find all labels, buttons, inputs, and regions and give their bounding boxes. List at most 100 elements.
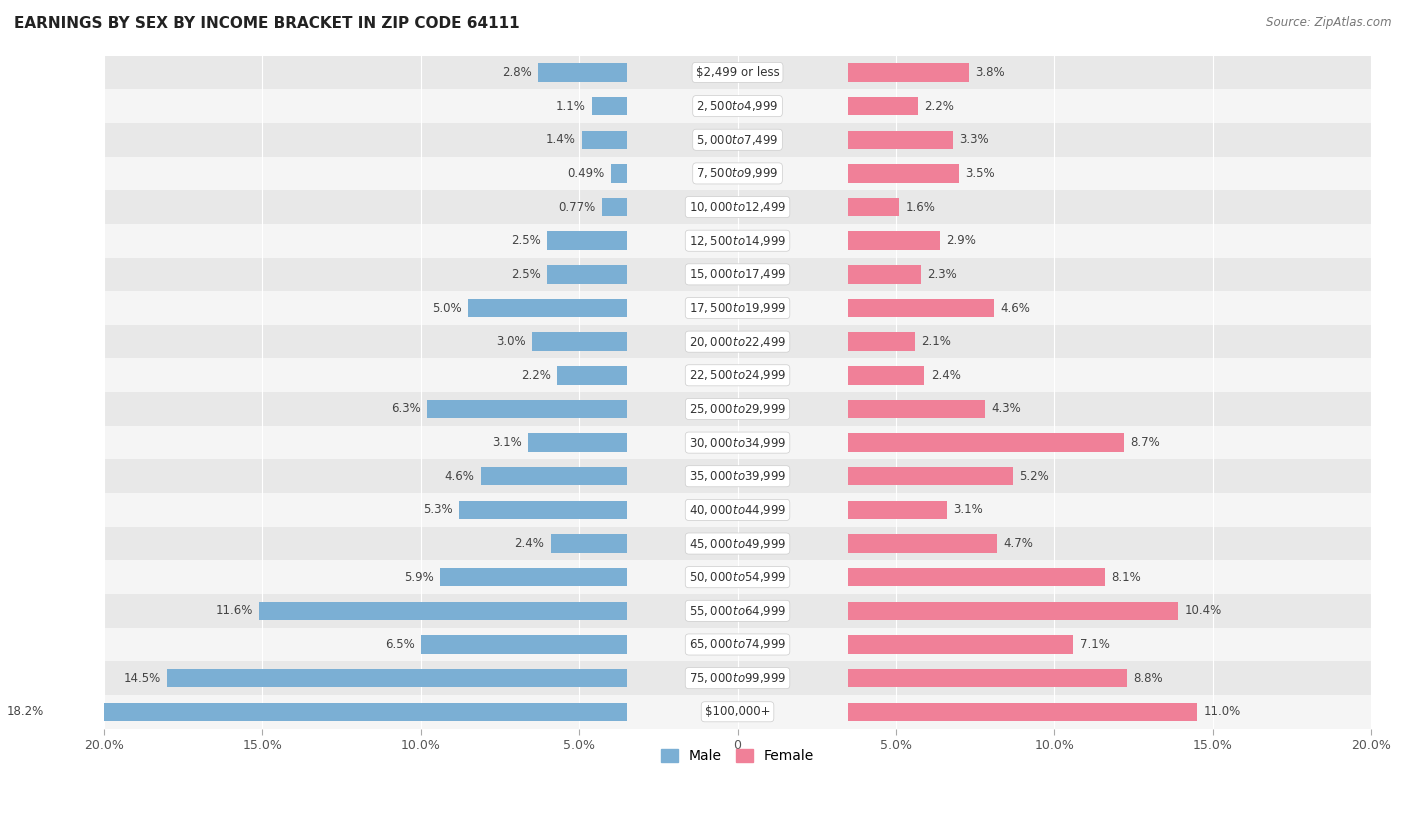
Text: 7.1%: 7.1%	[1080, 638, 1109, 651]
Bar	[104, 695, 1371, 728]
Bar	[848, 164, 959, 183]
Text: 0.77%: 0.77%	[558, 201, 596, 214]
Bar	[468, 298, 627, 317]
Text: 1.4%: 1.4%	[546, 133, 576, 146]
Text: $22,500 to $24,999: $22,500 to $24,999	[689, 368, 786, 382]
Bar	[848, 198, 898, 216]
Text: $10,000 to $12,499: $10,000 to $12,499	[689, 200, 786, 214]
Bar	[538, 63, 627, 82]
Text: 5.9%: 5.9%	[404, 571, 433, 584]
Bar	[551, 534, 627, 553]
Bar	[420, 635, 627, 654]
Text: 2.5%: 2.5%	[512, 234, 541, 247]
Text: 11.0%: 11.0%	[1204, 706, 1240, 718]
Text: 8.1%: 8.1%	[1111, 571, 1142, 584]
Bar	[104, 258, 1371, 291]
Bar	[167, 669, 627, 687]
Text: 2.1%: 2.1%	[921, 335, 950, 348]
Bar	[104, 291, 1371, 325]
Text: $15,000 to $17,499: $15,000 to $17,499	[689, 267, 786, 281]
Text: 5.3%: 5.3%	[423, 503, 453, 516]
Text: 5.0%: 5.0%	[432, 302, 463, 315]
Bar	[612, 164, 627, 183]
Text: 2.8%: 2.8%	[502, 66, 531, 79]
Text: $40,000 to $44,999: $40,000 to $44,999	[689, 503, 786, 517]
Bar	[104, 190, 1371, 224]
Text: 5.2%: 5.2%	[1019, 470, 1049, 483]
Bar	[259, 602, 627, 620]
Text: $55,000 to $64,999: $55,000 to $64,999	[689, 604, 786, 618]
Bar	[602, 198, 627, 216]
Text: $35,000 to $39,999: $35,000 to $39,999	[689, 469, 786, 483]
Text: 2.5%: 2.5%	[512, 267, 541, 280]
Bar	[529, 433, 627, 452]
Bar	[848, 568, 1105, 586]
Text: 2.4%: 2.4%	[931, 369, 960, 382]
Bar	[104, 55, 1371, 89]
Bar	[848, 669, 1128, 687]
Text: 2.2%: 2.2%	[924, 100, 955, 113]
Text: $100,000+: $100,000+	[704, 706, 770, 718]
Text: 2.4%: 2.4%	[515, 537, 544, 550]
Bar	[848, 131, 953, 149]
Text: $45,000 to $49,999: $45,000 to $49,999	[689, 537, 786, 550]
Bar	[848, 366, 924, 385]
Text: 11.6%: 11.6%	[215, 604, 253, 617]
Text: 3.5%: 3.5%	[966, 167, 995, 180]
Bar	[848, 467, 1014, 485]
Bar	[848, 97, 918, 115]
Bar	[848, 635, 1073, 654]
Text: $12,500 to $14,999: $12,500 to $14,999	[689, 233, 786, 248]
Bar	[592, 97, 627, 115]
Text: 3.8%: 3.8%	[976, 66, 1005, 79]
Bar	[104, 359, 1371, 392]
Bar	[427, 400, 627, 418]
Bar	[557, 366, 627, 385]
Text: $5,000 to $7,499: $5,000 to $7,499	[696, 133, 779, 147]
Bar	[848, 602, 1178, 620]
Bar	[458, 501, 627, 520]
Bar	[104, 426, 1371, 459]
Bar	[104, 594, 1371, 628]
Text: 6.5%: 6.5%	[385, 638, 415, 651]
Bar	[848, 63, 969, 82]
Text: 4.3%: 4.3%	[991, 402, 1021, 415]
Text: 14.5%: 14.5%	[124, 672, 162, 685]
Text: 3.3%: 3.3%	[959, 133, 988, 146]
Bar	[848, 534, 997, 553]
Bar	[104, 459, 1371, 493]
Bar	[547, 265, 627, 284]
Text: 4.6%: 4.6%	[444, 470, 475, 483]
Bar	[848, 702, 1197, 721]
Bar	[51, 702, 627, 721]
Bar	[104, 628, 1371, 661]
Text: 2.3%: 2.3%	[928, 267, 957, 280]
Text: 3.0%: 3.0%	[496, 335, 526, 348]
Bar	[104, 493, 1371, 527]
Text: 0.49%: 0.49%	[568, 167, 605, 180]
Text: 8.8%: 8.8%	[1133, 672, 1163, 685]
Text: 1.1%: 1.1%	[555, 100, 585, 113]
Legend: Male, Female: Male, Female	[655, 744, 820, 769]
Text: $75,000 to $99,999: $75,000 to $99,999	[689, 672, 786, 685]
Bar	[104, 325, 1371, 359]
Text: EARNINGS BY SEX BY INCOME BRACKET IN ZIP CODE 64111: EARNINGS BY SEX BY INCOME BRACKET IN ZIP…	[14, 16, 520, 31]
Text: $30,000 to $34,999: $30,000 to $34,999	[689, 436, 786, 450]
Bar	[104, 157, 1371, 190]
Bar	[582, 131, 627, 149]
Text: $20,000 to $22,499: $20,000 to $22,499	[689, 335, 786, 349]
Bar	[104, 392, 1371, 426]
Text: 2.2%: 2.2%	[520, 369, 551, 382]
Text: 8.7%: 8.7%	[1130, 436, 1160, 449]
Bar	[104, 661, 1371, 695]
Bar	[848, 298, 994, 317]
Text: 4.7%: 4.7%	[1004, 537, 1033, 550]
Text: 2.9%: 2.9%	[946, 234, 977, 247]
Text: 6.3%: 6.3%	[391, 402, 420, 415]
Bar	[848, 501, 946, 520]
Bar	[104, 224, 1371, 258]
Text: Source: ZipAtlas.com: Source: ZipAtlas.com	[1267, 16, 1392, 29]
Text: 10.4%: 10.4%	[1184, 604, 1222, 617]
Bar	[547, 232, 627, 250]
Bar	[104, 123, 1371, 157]
